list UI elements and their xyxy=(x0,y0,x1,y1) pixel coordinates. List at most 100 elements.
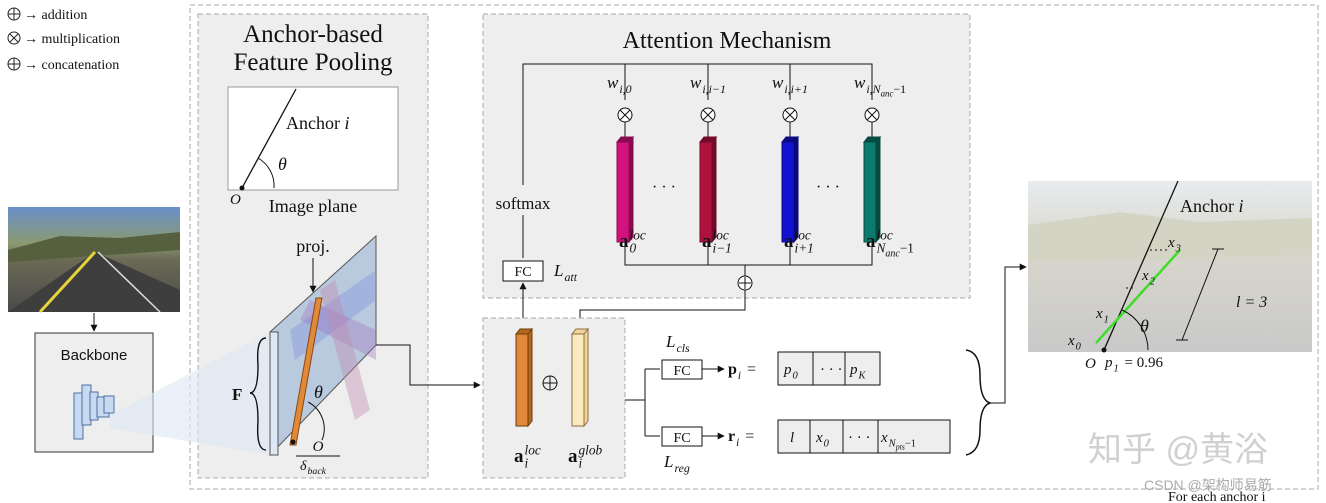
math-base: a xyxy=(619,231,629,252)
local-feature xyxy=(698,135,718,244)
backbone-label: Backbone xyxy=(61,347,128,364)
math-base: L xyxy=(553,261,563,280)
point-label: x3 xyxy=(1167,235,1181,255)
attention-panel xyxy=(482,13,971,299)
math-base: x xyxy=(815,430,823,446)
proj-label: proj. xyxy=(296,236,330,256)
math-sub: i+1 xyxy=(795,241,814,256)
math-eq: = xyxy=(741,428,754,445)
math-sub: i,0 xyxy=(619,82,631,96)
math-sup: loc xyxy=(630,227,646,242)
image-plane-label: Image plane xyxy=(269,196,357,216)
local-feature xyxy=(863,141,877,243)
labels: → addition → multiplication → concatenatio… xyxy=(24,8,1267,477)
math-base: w xyxy=(854,73,866,92)
math-base: a xyxy=(514,446,524,467)
legend-symbols xyxy=(7,7,21,71)
pooling-title: Feature Pooling xyxy=(233,49,393,76)
concat-node xyxy=(543,376,557,390)
origin-label: O xyxy=(230,192,241,208)
math-sub: i xyxy=(738,370,741,382)
math-sub: N xyxy=(888,439,897,450)
input-image xyxy=(8,207,180,314)
math-base: w xyxy=(690,73,702,92)
math-sub: i xyxy=(579,456,583,471)
add-node xyxy=(739,277,751,289)
score-label: p1 = 0.96 xyxy=(1104,355,1163,375)
math-sub: i−1 xyxy=(713,241,732,256)
math-sub: anc xyxy=(881,89,894,99)
bus xyxy=(624,242,873,276)
legend-text: → addition xyxy=(24,8,87,23)
math-sub: 1 xyxy=(1104,315,1109,326)
local-feature xyxy=(616,141,630,243)
math-sub: anc xyxy=(885,249,900,260)
math-sup: glob xyxy=(579,442,603,457)
math-sub: i xyxy=(736,437,739,449)
math-sub: 0 xyxy=(824,439,830,450)
reg-cells xyxy=(777,419,951,454)
ellipsis: · · · xyxy=(652,179,676,196)
math-sub: 0 xyxy=(630,241,637,256)
output-label: pi = xyxy=(728,361,756,382)
global-feature xyxy=(570,327,590,428)
feature-label: aNanc−1 loc xyxy=(866,227,914,259)
weight-label: wi,i−1 xyxy=(690,73,726,96)
local-feature xyxy=(514,327,534,428)
math-sub: 0 xyxy=(793,371,799,382)
legend-text: → multiplication xyxy=(24,32,120,47)
math-base: x xyxy=(1067,333,1075,349)
math-base: r xyxy=(728,428,735,445)
theta: θ xyxy=(1140,316,1149,336)
cell-label: xNpts−1 xyxy=(880,430,916,452)
weight-label: wi,0 xyxy=(607,73,632,96)
image-plane-box xyxy=(227,86,399,191)
math-sub: i,N xyxy=(866,82,881,96)
frame xyxy=(189,4,1319,490)
math-base: L xyxy=(665,332,675,351)
math-base: p xyxy=(849,362,858,378)
theta: θ xyxy=(314,382,323,402)
math-var: i xyxy=(344,113,349,133)
attention-title: Attention Mechanism xyxy=(623,28,832,54)
local-feature xyxy=(780,135,800,244)
math-label: δback xyxy=(300,459,327,477)
math-base: L xyxy=(663,452,673,471)
point-label: x0 xyxy=(1067,333,1082,353)
math-sub: −1 xyxy=(893,82,906,96)
math-sub: −1 xyxy=(905,439,916,450)
caption: For each anchor i xyxy=(1168,490,1266,503)
math-sub: 1 xyxy=(1114,364,1119,375)
head-lines xyxy=(625,368,660,437)
output-label: ri = xyxy=(728,428,754,449)
result-image xyxy=(1028,180,1312,353)
brace xyxy=(965,349,993,456)
anchor-line xyxy=(241,88,297,189)
math-sub: K xyxy=(858,371,867,382)
theta: θ xyxy=(278,154,287,174)
math-sup: loc xyxy=(525,442,541,457)
cell-label: · · · xyxy=(848,430,871,446)
combine-panel xyxy=(482,317,626,479)
math-sub: i xyxy=(525,456,529,471)
math-base: w xyxy=(607,73,619,92)
multiply-node xyxy=(702,109,714,121)
softmax-label: softmax xyxy=(496,194,551,213)
multiply-node xyxy=(784,109,796,121)
math-sup: loc xyxy=(713,227,729,242)
math-sub: −1 xyxy=(900,241,914,256)
math-base: a xyxy=(866,231,876,252)
cell-label: · · · xyxy=(820,362,843,378)
math-base: p xyxy=(728,361,737,378)
math-base: a xyxy=(568,446,578,467)
cell-label: p0 xyxy=(783,362,799,382)
arrow xyxy=(376,344,481,389)
fc-label: FC xyxy=(514,265,531,280)
math-sub: 3 xyxy=(1175,244,1181,255)
math-base: δ xyxy=(300,459,307,474)
feature-map xyxy=(110,234,377,457)
math-label: Anchor i xyxy=(286,113,350,133)
math-base: · · · xyxy=(848,430,871,446)
loss-label: Lcls xyxy=(665,332,690,355)
point-label: x1 xyxy=(1095,306,1109,326)
